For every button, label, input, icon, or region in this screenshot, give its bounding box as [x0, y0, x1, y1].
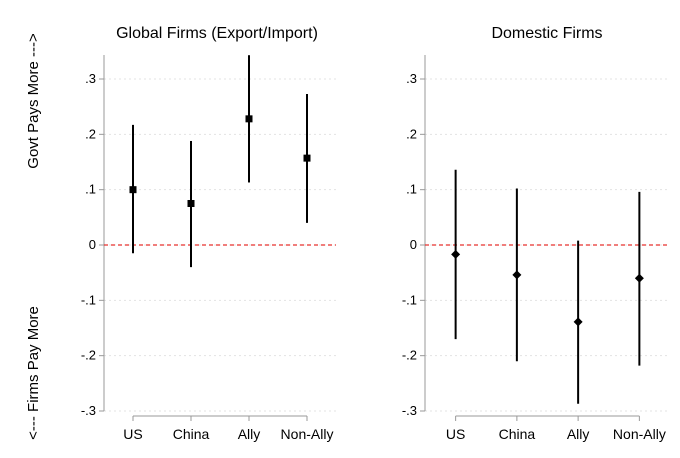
y-tick-label: .3: [406, 71, 417, 86]
point-estimate-marker: [245, 115, 253, 123]
y-tick-label: .1: [406, 182, 417, 197]
y-tick-label: .2: [406, 126, 417, 141]
point-estimate-marker: [573, 317, 583, 327]
panel-title: Global Firms (Export/Import): [116, 25, 318, 42]
x-category-label: China: [499, 426, 536, 442]
point-estimate-marker: [451, 249, 461, 259]
y-tick-label: 0: [410, 237, 417, 252]
x-category-label: US: [446, 426, 465, 442]
y-tick-label: 0: [89, 237, 96, 252]
chart-panel-2: Domestic Firms .3 .2 .1 0 -.1 -.2 -.3 US China All…: [402, 25, 670, 442]
point-estimate-marker: [512, 270, 522, 280]
panel-title: Domestic Firms: [491, 25, 602, 42]
point-estimate-marker: [634, 273, 644, 283]
x-category-label: US: [123, 426, 142, 442]
y-tick-label: -.1: [402, 292, 417, 307]
y-tick-label: -.1: [81, 292, 96, 307]
y-tick-label: -.3: [81, 403, 96, 418]
y-tick-label: .3: [85, 71, 96, 86]
chart-panel-1: Global Firms (Export/Import) .3 .2 .1 0 -.1 -.…: [81, 25, 336, 442]
y-tick-label: -.2: [402, 348, 417, 363]
x-category-label: Ally: [238, 426, 261, 442]
y-tick-label: .2: [85, 126, 96, 141]
x-category-label: Ally: [567, 426, 590, 442]
y-axis-title-top: Govt Pays More --->: [25, 33, 42, 169]
y-tick-label: .1: [85, 182, 96, 197]
y-tick-label: -.3: [402, 403, 417, 418]
x-category-label: Non-Ally: [613, 426, 666, 442]
point-estimate-marker: [187, 200, 195, 207]
x-category-label: Non-Ally: [281, 426, 334, 442]
y-tick-label: -.2: [81, 348, 96, 363]
x-category-label: China: [173, 426, 210, 442]
point-estimate-marker: [129, 186, 137, 194]
point-estimate-marker: [303, 154, 311, 162]
y-axis-title-bottom: <--- Firms Pay More: [25, 306, 42, 440]
